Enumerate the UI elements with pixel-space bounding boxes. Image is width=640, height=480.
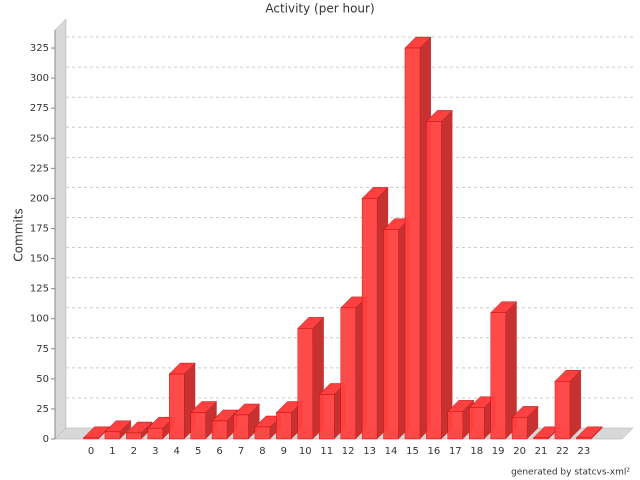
bar xyxy=(233,414,249,440)
bar xyxy=(169,373,185,440)
x-tick-label: 3 xyxy=(152,446,158,457)
x-tick-label: 15 xyxy=(406,446,419,457)
y-tick-label: 100 xyxy=(30,314,49,325)
y-axis-label: Commits xyxy=(12,208,26,261)
bar xyxy=(447,411,464,440)
y-tick-label: 300 xyxy=(30,73,49,84)
y-tick-label: 250 xyxy=(30,133,49,144)
x-tick-label: 6 xyxy=(216,446,222,457)
x-tick-label: 20 xyxy=(513,446,526,457)
x-tick-label: 9 xyxy=(281,446,287,457)
x-tick-label: 0 xyxy=(88,446,94,457)
left-wall xyxy=(54,18,67,440)
x-tick-label: 2 xyxy=(131,446,137,457)
bar-side xyxy=(441,110,453,440)
bar xyxy=(319,394,335,440)
footer: generated by statcvs-xml² xyxy=(511,468,630,478)
y-tick-label: 325 xyxy=(30,43,49,54)
bar xyxy=(297,328,313,440)
bar xyxy=(361,198,378,440)
bar-side xyxy=(569,370,581,439)
x-tick-label: 7 xyxy=(238,446,244,457)
bar xyxy=(490,312,506,440)
bar-side xyxy=(505,301,517,439)
bar xyxy=(147,427,163,440)
bar-side xyxy=(119,420,131,439)
bar xyxy=(276,412,292,440)
x-tick-label: 14 xyxy=(385,446,398,457)
x-tick-label: 8 xyxy=(259,446,265,457)
bar xyxy=(254,426,271,440)
bar xyxy=(383,229,399,440)
bar xyxy=(554,381,571,440)
x-tick-label: 17 xyxy=(449,446,462,457)
x-tick-label: 18 xyxy=(470,446,483,457)
bar xyxy=(126,432,142,440)
bar xyxy=(511,417,528,440)
y-tick-label: 25 xyxy=(36,404,49,415)
chart-title: Activity (per hour) xyxy=(265,2,374,16)
y-tick-label: 200 xyxy=(30,193,49,204)
bar xyxy=(533,437,549,440)
bar-side xyxy=(591,426,603,439)
x-tick-label: 12 xyxy=(342,446,355,457)
x-tick-label: 11 xyxy=(320,446,333,457)
y-tick-label: 0 xyxy=(43,434,49,445)
y-tick-label: 50 xyxy=(36,374,49,385)
bar xyxy=(404,47,421,440)
y-tick-label: 225 xyxy=(30,163,49,174)
bar-side-shade xyxy=(569,369,582,440)
bar-side-shade xyxy=(441,109,453,440)
bar xyxy=(426,121,442,440)
bar xyxy=(340,307,356,440)
y-tick-label: 150 xyxy=(30,254,49,265)
bar xyxy=(469,407,485,440)
bar xyxy=(576,437,592,440)
x-tick-label: 21 xyxy=(535,446,548,457)
x-tick-label: 16 xyxy=(428,446,441,457)
bar xyxy=(190,412,206,440)
bar xyxy=(211,420,228,440)
x-tick-label: 23 xyxy=(578,446,591,457)
x-tick-label: 13 xyxy=(363,446,376,457)
y-tick-label: 175 xyxy=(30,223,49,234)
x-tick-label: 5 xyxy=(195,446,201,457)
y-tick-label: 125 xyxy=(30,284,49,295)
bar-side xyxy=(527,406,539,439)
bar xyxy=(83,437,99,440)
y-tick-label: 275 xyxy=(30,103,49,114)
x-tick-label: 4 xyxy=(174,446,180,457)
bar xyxy=(104,431,121,440)
x-tick-label: 19 xyxy=(492,446,505,457)
x-tick-label: 10 xyxy=(299,446,312,457)
x-tick-label: 22 xyxy=(556,446,569,457)
y-tick-label: 75 xyxy=(36,344,49,355)
x-tick-label: 1 xyxy=(109,446,115,457)
